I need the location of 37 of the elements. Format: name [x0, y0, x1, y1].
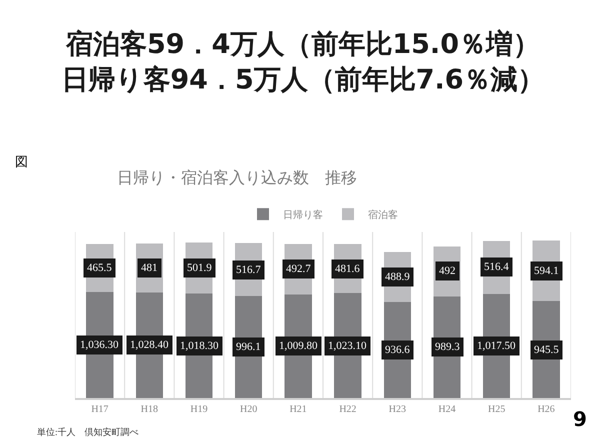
text: 単位:千人 倶知安町調べ: [37, 427, 139, 437]
x-tick-label: H26: [538, 404, 555, 415]
data-label: 465.5: [87, 262, 112, 274]
x-tick-label: H19: [190, 404, 208, 415]
data-label: 936.6: [385, 344, 410, 356]
data-label: 996.1: [236, 341, 261, 353]
data-label: 481.6: [335, 263, 360, 275]
data-label: 1,023.10: [328, 340, 367, 352]
x-tick-label: H18: [140, 404, 158, 415]
data-label: 516.4: [484, 261, 510, 273]
data-label: 516.7: [236, 264, 262, 276]
data-label: 492: [439, 265, 456, 277]
data-label: 488.9: [385, 271, 410, 283]
x-tick-label: H23: [388, 404, 406, 415]
x-tick-label: H22: [339, 404, 356, 415]
data-label: 594.1: [534, 265, 559, 277]
data-label: 501.9: [187, 262, 212, 274]
text: 図: [15, 155, 28, 170]
data-label: 1,018.30: [180, 340, 219, 352]
x-tick-label: H17: [91, 404, 108, 415]
data-label: 1,017.50: [477, 340, 516, 352]
data-label: 492.7: [286, 263, 312, 275]
data-label: 1,028.40: [130, 339, 169, 351]
data-label: 1,036.30: [80, 339, 119, 351]
chart-subtitle: 日帰り・宿泊客入り込み数 推移: [117, 168, 357, 187]
legend-label: 日帰り客: [283, 209, 323, 222]
data-label: 481: [141, 262, 158, 274]
text: 9: [573, 407, 587, 431]
x-tick-label: H25: [488, 404, 506, 415]
data-label: 989.3: [435, 341, 460, 353]
legend-label: 宿泊客: [368, 209, 398, 222]
x-tick-label: H20: [240, 404, 258, 415]
chart-title: 宿泊客59．4万人（前年比15.0％増）日帰り客94．5万人（前年比7.6％減）: [61, 29, 545, 96]
x-tick-label: H24: [438, 404, 456, 415]
data-label: 945.5: [534, 344, 560, 356]
x-tick-label: H21: [290, 404, 307, 415]
data-label: 1,009.80: [279, 340, 318, 352]
